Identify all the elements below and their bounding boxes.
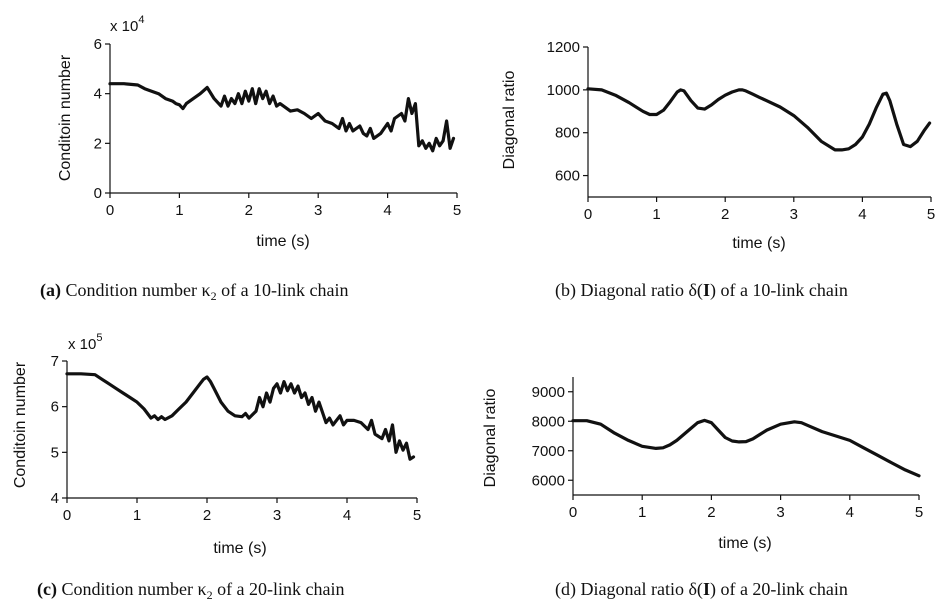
panel-c: Conditoin number x 105 time (s) (c) Cond… [12,332,421,602]
x-tick-label: 2 [721,206,729,223]
axis-multiplier: x 104 [110,14,144,35]
y-tick-label: 0 [94,185,102,202]
series-line [108,82,456,153]
x-tick-label: 2 [203,507,211,524]
x-tick-label: 1 [175,202,183,219]
x-tick-label: 1 [652,206,660,223]
series-line [571,418,921,478]
x-tick-label: 3 [776,504,784,521]
x-tick-label: 1 [638,504,646,521]
x-tick-label: 5 [413,507,421,524]
x-tick-label: 0 [63,507,71,524]
x-tick-label: 3 [790,206,798,223]
y-tick-label: 800 [555,125,580,142]
x-tick-label: 5 [915,504,923,521]
x-tick-label: 1 [133,507,141,524]
series-line [586,87,932,152]
x-tick-label: 4 [383,202,391,219]
panel-b: Diagonal ratio time (s) (b) Diagonal rat… [501,39,935,301]
y-tick-label: 4 [51,490,59,507]
y-tick-label: 6 [94,36,102,53]
y-tick-label: 1200 [547,39,580,56]
x-axis-label: time (s) [256,233,309,250]
y-tick-label: 8000 [532,413,565,430]
x-tick-label: 2 [245,202,253,219]
axis-multiplier: x 105 [68,332,102,353]
x-tick-label: 0 [584,206,592,223]
y-tick-label: 6 [51,399,59,416]
caption: (d) Diagonal ratio δ(I) of a 20-link cha… [555,579,848,600]
x-tick-label: 4 [858,206,866,223]
caption: (b) Diagonal ratio δ(I) of a 10-link cha… [555,280,848,301]
y-axis-label: Conditoin number [12,361,29,488]
x-axis-label: time (s) [718,535,771,552]
y-tick-label: 1000 [547,82,580,99]
x-tick-label: 3 [314,202,322,219]
x-tick-label: 4 [343,507,351,524]
y-axis-label: Diagonal ratio [501,71,518,170]
x-axis-label: time (s) [213,540,266,557]
x-tick-label: 3 [273,507,281,524]
y-axis-label: Conditoin number [57,54,74,181]
y-tick-label: 5 [51,444,59,461]
x-tick-label: 0 [569,504,577,521]
x-tick-label: 4 [846,504,854,521]
x-tick-label: 2 [707,504,715,521]
panel-d: Diagonal ratio time (s) (d) Diagonal rat… [482,377,923,600]
y-tick-label: 2 [94,135,102,152]
x-tick-label: 0 [106,202,114,219]
y-tick-label: 7000 [532,443,565,460]
series-line [65,372,416,461]
caption: (c) Condition number κ2 of a 20-link cha… [37,579,345,602]
y-tick-label: 4 [94,86,102,103]
x-tick-label: 5 [927,206,935,223]
y-tick-label: 9000 [532,384,565,401]
y-tick-label: 600 [555,168,580,185]
y-tick-label: 7 [51,353,59,370]
x-axis-label: time (s) [732,235,785,252]
y-tick-label: 6000 [532,472,565,489]
panel-a: Conditoin number x 104 time (s) (a) Cond… [40,14,461,303]
caption: (a) Condition number κ2 of a 10-link cha… [40,280,349,303]
y-axis-label: Diagonal ratio [482,389,499,488]
x-tick-label: 5 [453,202,461,219]
